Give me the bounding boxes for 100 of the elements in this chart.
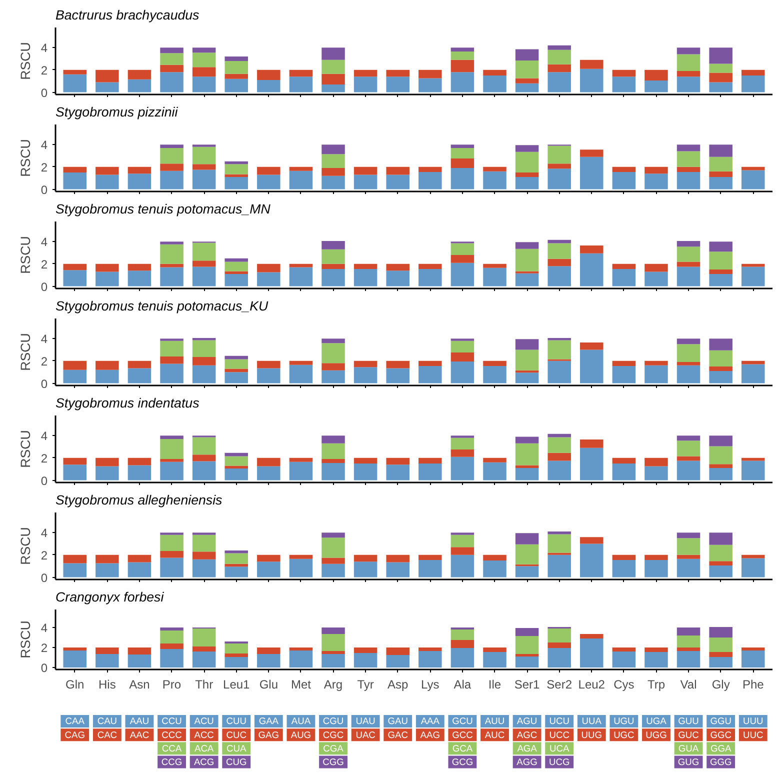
x-tick-label: Thr (195, 678, 214, 692)
bar (128, 648, 152, 654)
bar (63, 172, 87, 190)
y-tick-label: 4 (40, 41, 48, 56)
bar (676, 166, 700, 172)
bar (515, 468, 539, 480)
bar (709, 468, 732, 480)
data-label: AAC (130, 730, 150, 740)
bar (128, 654, 152, 668)
x-tick-label: Asp (388, 678, 409, 692)
bar (676, 54, 700, 72)
bar (160, 438, 184, 460)
x-tick-label: Phe (742, 678, 764, 692)
bar (386, 264, 410, 271)
bar (709, 176, 732, 190)
bar (580, 150, 604, 157)
bar (192, 461, 216, 480)
bar (257, 368, 280, 384)
bar (612, 172, 636, 190)
bar (63, 360, 87, 370)
bar (63, 166, 87, 173)
bar (676, 241, 700, 247)
y-tick-label: 2 (40, 160, 48, 174)
data-label: AUA (291, 716, 312, 726)
bar (192, 260, 216, 267)
bar (612, 464, 636, 480)
bar (128, 554, 152, 562)
bar (224, 468, 248, 480)
data-label: GUG (678, 756, 700, 767)
bar (322, 84, 345, 92)
data-label: CGU (322, 716, 344, 726)
data-label: CUU (226, 716, 247, 726)
bar (709, 532, 732, 545)
x-tick-label: Lys (421, 678, 440, 692)
data-label: AGA (517, 743, 538, 754)
bar (450, 72, 474, 92)
bar (548, 628, 571, 642)
bar (192, 48, 216, 53)
bar (612, 652, 636, 668)
data-label: CGC (322, 730, 344, 740)
bar (612, 560, 636, 578)
data-label: GCG (452, 756, 474, 767)
bar (322, 268, 345, 286)
bar (612, 76, 636, 92)
bar (224, 161, 248, 164)
y-tick-label: 0 (40, 474, 48, 488)
bar (224, 564, 248, 567)
bar (548, 164, 571, 169)
data-label: CAU (97, 716, 118, 726)
data-label: AUG (290, 730, 312, 740)
bar (612, 70, 636, 77)
bar (515, 350, 539, 370)
bar (224, 359, 248, 369)
bar (548, 531, 571, 534)
bar (160, 164, 184, 171)
data-label: GUA (678, 743, 700, 754)
bar (709, 370, 732, 384)
bar (160, 644, 184, 649)
bar (548, 50, 571, 64)
bar (450, 158, 474, 168)
bar (418, 648, 442, 651)
bar (450, 352, 474, 362)
y-tick-label: 4 (40, 429, 48, 444)
data-label: CGA (323, 743, 344, 754)
bar (709, 171, 732, 177)
bar (515, 242, 539, 249)
bar (257, 458, 280, 466)
bar (386, 368, 410, 384)
data-label: GCC (452, 730, 474, 740)
bar (741, 650, 765, 668)
bar (257, 272, 280, 286)
bar (192, 552, 216, 560)
bar (676, 532, 700, 538)
bar (548, 258, 571, 266)
bar (709, 82, 732, 92)
bar (257, 264, 280, 272)
bar (548, 360, 571, 384)
bar (96, 70, 119, 82)
bar (354, 264, 378, 269)
y-tick-label: 4 (40, 138, 48, 152)
bar (322, 654, 345, 668)
bar (96, 458, 119, 466)
bar (322, 634, 345, 651)
data-label: AAU (130, 716, 150, 726)
data-label: GCU (452, 716, 474, 726)
y-axis-title: RSCU (18, 236, 33, 274)
bar (192, 146, 216, 164)
data-label: AGC (516, 730, 538, 740)
bar (644, 365, 668, 384)
bar (322, 144, 345, 154)
bar (483, 268, 506, 286)
x-tick-label: Ile (488, 678, 502, 692)
bar (354, 70, 378, 77)
bar (192, 340, 216, 358)
bar (483, 560, 506, 578)
bar (386, 360, 410, 368)
bar (741, 460, 765, 480)
bar (224, 56, 248, 61)
data-label: GAA (258, 716, 280, 726)
data-label: GAC (388, 730, 408, 740)
